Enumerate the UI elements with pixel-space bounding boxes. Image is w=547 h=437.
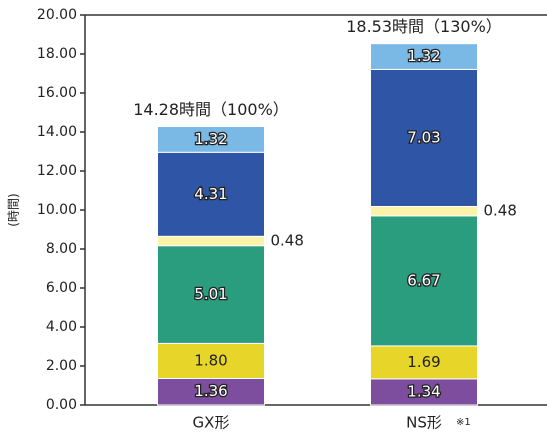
y-tick-label: 8.00: [46, 241, 77, 257]
y-axis-label: (時間): [7, 193, 21, 226]
y-tick-label: 18.00: [37, 46, 77, 62]
y-tick-label: 10.00: [37, 202, 77, 218]
bar-segment: [370, 378, 478, 406]
data-label: 4.31: [194, 185, 227, 203]
data-label: 1.34: [407, 382, 440, 400]
total-label: 14.28時間（100%）: [133, 100, 289, 119]
bar-segment: [370, 345, 478, 380]
y-tick-label: 16.00: [37, 85, 77, 101]
data-label: 5.01: [194, 285, 227, 303]
x-tick-label: GX形: [193, 414, 230, 432]
x-tick-label: NS形: [406, 414, 442, 432]
data-label: 1.69: [407, 353, 440, 371]
y-tick-label: 12.00: [37, 163, 77, 179]
y-tick-label: 0.00: [46, 397, 77, 413]
y-tick-label: 20.00: [37, 7, 77, 23]
bar-segment: [370, 215, 478, 347]
data-label: 0.48: [271, 232, 304, 250]
bar-segment: [157, 151, 265, 237]
data-label: 1.32: [407, 47, 440, 65]
bar-segment: [370, 68, 478, 207]
y-tick-label: 2.00: [46, 358, 77, 374]
bar-segment: [157, 245, 265, 344]
bar-segment: [157, 126, 265, 153]
data-label: 6.67: [407, 271, 440, 289]
y-tick-label: 14.00: [37, 124, 77, 140]
bar-segment: [370, 43, 478, 70]
bar-segment: [157, 342, 265, 379]
data-label: 1.36: [194, 382, 227, 400]
category-note: ※1: [456, 417, 471, 428]
data-label: 0.48: [484, 202, 517, 220]
y-tick-label: 6.00: [46, 280, 77, 296]
data-label: 1.32: [194, 130, 227, 148]
data-label: 1.80: [194, 351, 227, 369]
bar-segment: [370, 205, 478, 217]
total-label: 18.53時間（130%）: [346, 17, 502, 36]
data-label: 7.03: [407, 128, 440, 146]
bar-segment: [157, 377, 265, 406]
y-tick-label: 4.00: [46, 319, 77, 335]
bar-segment: [157, 235, 265, 247]
